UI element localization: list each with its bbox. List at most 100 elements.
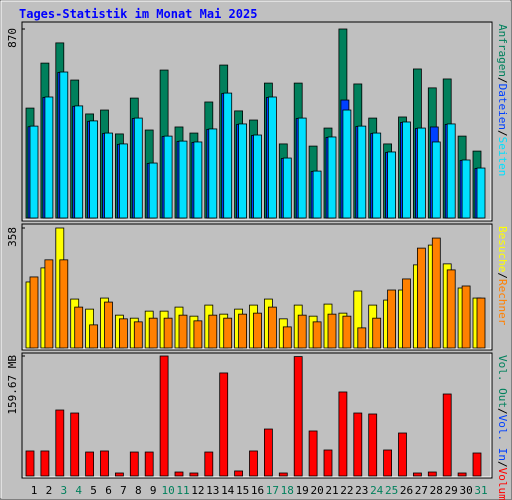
x-tick-label: 6 — [105, 484, 112, 497]
bar — [208, 314, 218, 349]
bar — [353, 412, 363, 477]
bar — [59, 71, 69, 219]
bar — [100, 450, 109, 477]
bar — [472, 452, 482, 477]
bar — [223, 317, 233, 349]
legend-separator: / — [496, 130, 509, 137]
bar — [297, 117, 307, 219]
bar — [387, 151, 397, 219]
x-tick-label: 27 — [415, 484, 428, 497]
bar — [308, 430, 318, 477]
bar — [55, 409, 65, 477]
bar — [174, 471, 184, 477]
bar — [144, 451, 154, 477]
legend: Anfragen/Dateien/Seiten — [496, 24, 509, 176]
legend-entry: Rechner — [496, 279, 509, 326]
x-tick-label: 22 — [340, 484, 353, 497]
bar — [476, 167, 486, 219]
bar — [204, 451, 214, 477]
bar — [40, 450, 50, 477]
bar — [163, 135, 173, 219]
bar — [342, 109, 352, 219]
bar — [129, 451, 139, 477]
bar — [387, 289, 397, 349]
x-tick-label: 4 — [75, 484, 82, 497]
bar — [372, 132, 382, 219]
legend-entry: Besuche — [496, 226, 509, 272]
legend-separator: / — [496, 272, 509, 279]
bar — [74, 306, 84, 349]
bar — [267, 96, 277, 219]
bar — [461, 159, 471, 219]
bar — [208, 128, 218, 219]
bar — [412, 472, 422, 477]
bar — [133, 117, 143, 219]
bar — [85, 451, 94, 477]
bar — [253, 134, 262, 219]
bar — [327, 136, 337, 219]
x-tick-label: 20 — [310, 484, 323, 497]
legend-separator: / — [496, 461, 509, 468]
bar — [402, 278, 411, 349]
legend-entry: Dateien — [496, 84, 509, 130]
bar — [431, 141, 441, 219]
chart-title: Tages-Statistik im Monat Mai 2025 — [19, 7, 257, 21]
x-tick-label: 28 — [430, 484, 443, 497]
bar — [368, 413, 378, 477]
bar — [89, 120, 98, 219]
legend-entry: Volumen — [496, 468, 509, 500]
x-tick-label: 30 — [459, 484, 472, 497]
bar — [357, 327, 367, 349]
legend-entry: Anfragen — [496, 24, 509, 77]
bar — [312, 170, 322, 219]
bar — [104, 132, 113, 219]
x-tick-label: 19 — [296, 484, 309, 497]
legend-separator: / — [496, 77, 509, 84]
x-tick-label: 5 — [90, 484, 97, 497]
x-tick-label: 14 — [221, 484, 235, 497]
y-tick-label: 870 — [6, 28, 19, 48]
x-tick-label: 21 — [325, 484, 338, 497]
legend: Besuche/Rechner — [496, 226, 509, 326]
bar — [193, 141, 203, 219]
bar — [44, 96, 54, 219]
bar — [357, 125, 367, 219]
x-tick-label: 17 — [266, 484, 279, 497]
bar — [372, 317, 382, 349]
bar — [189, 472, 199, 477]
bar — [312, 321, 322, 349]
bar — [104, 301, 113, 349]
bar — [59, 259, 69, 349]
bar — [253, 312, 262, 349]
x-tick-label: 12 — [191, 484, 204, 497]
bar — [416, 127, 426, 219]
x-tick-label: 25 — [385, 484, 398, 497]
bar — [193, 320, 203, 349]
x-tick-label: 24 — [370, 484, 384, 497]
bar — [219, 372, 229, 477]
legend-entry: Vol. In — [496, 415, 509, 461]
x-tick-label: 13 — [206, 484, 219, 497]
bar — [44, 259, 54, 349]
bar — [163, 317, 173, 349]
legend-separator: / — [496, 408, 509, 415]
bar — [234, 470, 244, 477]
bar — [178, 140, 188, 219]
x-tick-label: 1 — [31, 484, 38, 497]
bar — [476, 297, 486, 349]
bar — [398, 432, 407, 477]
bar — [278, 472, 288, 477]
bar — [338, 391, 348, 477]
legend-entry: Vol. Out — [496, 355, 509, 408]
bar — [159, 355, 169, 477]
bar — [89, 324, 98, 349]
bar — [267, 306, 277, 349]
bar — [238, 313, 248, 349]
bar — [223, 92, 233, 219]
bar — [119, 143, 128, 219]
x-tick-label: 2 — [46, 484, 53, 497]
bar — [293, 356, 303, 477]
bar — [178, 314, 188, 349]
bar — [29, 125, 39, 219]
